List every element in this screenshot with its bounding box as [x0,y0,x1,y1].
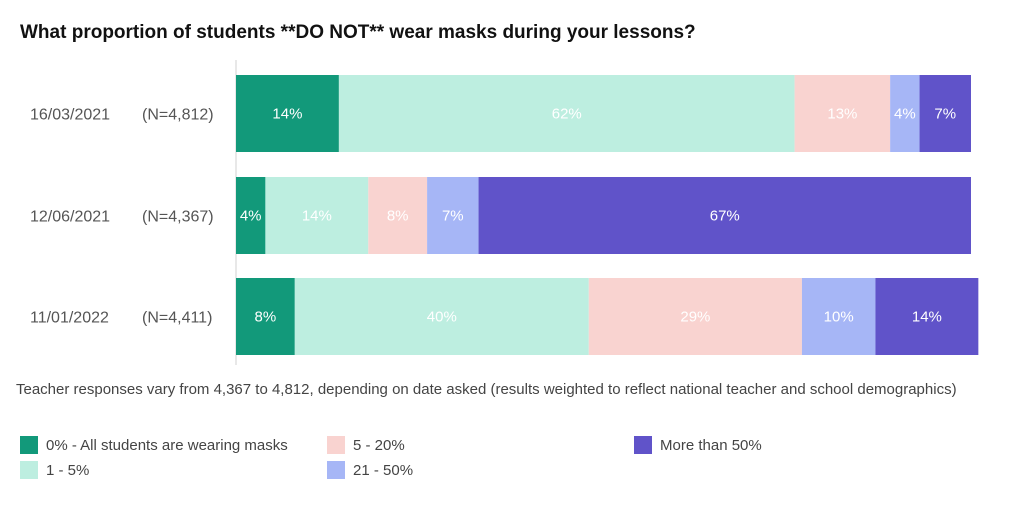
legend-swatch [20,436,38,454]
bar-segment [801,278,876,355]
legend-swatch [327,461,345,479]
sample-size-label: (N=4,411) [142,310,212,327]
data-label: 7% [442,208,464,225]
bar-segment [890,75,920,152]
legend-label: More than 50% [660,436,762,454]
data-label: 4% [894,106,916,123]
legend-item: 5 - 20% [327,436,405,454]
bar-segment [368,177,428,254]
legend-item: More than 50% [634,436,762,454]
legend-swatch [634,436,652,454]
data-label: 7% [934,106,956,123]
data-label: 13% [827,106,857,123]
category-label: 12/06/2021 [30,209,110,226]
bar-segment [294,278,589,355]
legend-swatch [327,436,345,454]
legend-item: 1 - 5% [20,461,89,479]
legend-label: 1 - 5% [46,461,90,479]
data-label: 14% [912,309,942,326]
bar-segment [265,177,369,254]
sample-size-label: (N=4,367) [142,209,214,226]
legend-item: 0% - All students are wearing masks [20,436,288,454]
data-label: 62% [552,106,582,123]
bar-segment [478,177,971,254]
bar-segment [236,177,266,254]
data-label: 40% [427,309,457,326]
data-label: 67% [710,208,740,225]
bar-segment [236,75,339,152]
data-label: 8% [387,208,409,225]
footnote: Teacher responses vary from 4,367 to 4,8… [16,381,957,398]
legend-label: 0% - All students are wearing masks [46,436,288,454]
legend-label: 21 - 50% [353,461,414,479]
data-label: 14% [272,106,302,123]
legend-swatch [20,461,38,479]
data-label: 14% [302,208,332,225]
data-label: 4% [240,208,262,225]
bar-segment [427,177,479,254]
data-label: 8% [255,309,277,326]
category-label: 16/03/2021 [30,107,110,124]
legend-item: 21 - 50% [327,461,413,479]
data-label: 10% [824,309,854,326]
sample-size-label: (N=4,812) [142,107,214,124]
chart-title: What proportion of students **DO NOT** w… [20,22,696,43]
data-label: 29% [680,309,710,326]
bar-segment [236,278,295,355]
bar-segment [875,278,979,355]
category-label: 11/01/2022 [30,310,109,327]
legend-label: 5 - 20% [353,436,405,454]
bar-segment [338,75,795,152]
bar-segment [794,75,891,152]
bar-segment [588,278,802,355]
bar-segment [919,75,971,152]
